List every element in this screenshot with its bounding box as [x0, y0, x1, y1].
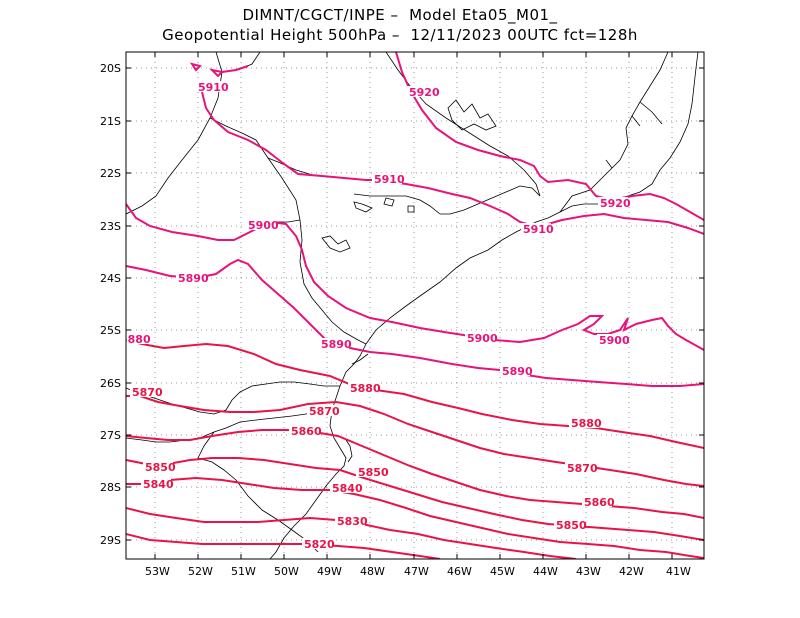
contour-label: 5910: [374, 173, 405, 186]
contour-label: 5840: [143, 478, 174, 491]
chart-title-line1: DIMNT/CGCT/INPE – Model Eta05_M01_: [242, 6, 558, 24]
lat-label: 21S: [100, 115, 121, 128]
longitude-labels: 53W 52W 51W 50W 49W 48W 47W 46W 45W 44W …: [145, 565, 691, 578]
lat-label: 28S: [100, 481, 121, 494]
contour-label: 5860: [584, 496, 615, 509]
lon-label: 41W: [666, 565, 691, 578]
contour-label: 5920: [600, 197, 631, 210]
contour-label: 5890: [178, 272, 209, 285]
contour-label: 5910: [523, 223, 554, 236]
lat-label: 25S: [100, 324, 121, 337]
contour-label: 5880: [571, 417, 602, 430]
contour-label: 5910: [198, 81, 229, 94]
contour-labels: 5910 5920 5910 5920 5910 5900 5890 5900 …: [120, 81, 631, 551]
contour-label: 5840: [332, 482, 363, 495]
lat-label: 20S: [100, 62, 121, 75]
contour-label: 5900: [599, 334, 630, 347]
contour-label: 5870: [132, 386, 163, 399]
contour-label: 5880: [350, 382, 381, 395]
contour-5840: [126, 476, 704, 559]
lat-label: 22S: [100, 167, 121, 180]
contour-5870: [126, 395, 704, 487]
axis-ticks: [126, 52, 704, 559]
map-frame: [125, 51, 705, 560]
contour-label: 5890: [502, 365, 533, 378]
contour-label: 5850: [358, 466, 389, 479]
lon-label: 42W: [619, 565, 644, 578]
contour-label: 5870: [567, 462, 598, 475]
lon-label: 44W: [533, 565, 558, 578]
contour-label: 5820: [304, 538, 335, 551]
contour-5920: [395, 52, 704, 221]
contour-5890: [126, 258, 704, 387]
contour-label: 5870: [309, 405, 340, 418]
contour-label: 5900: [467, 332, 498, 345]
contour-label: 5920: [409, 86, 440, 99]
lon-label: 45W: [490, 565, 515, 578]
graticule: [126, 52, 704, 559]
lat-label: 26S: [100, 377, 121, 390]
lon-label: 46W: [447, 565, 472, 578]
lon-label: 50W: [274, 565, 299, 578]
lat-label: 24S: [100, 272, 121, 285]
contour-5910-north: [221, 65, 249, 73]
contour-label: 5860: [291, 425, 322, 438]
contour-label: 5890: [321, 338, 352, 351]
lon-label: 48W: [360, 565, 385, 578]
contour-label: 5850: [145, 461, 176, 474]
contour-label: 5830: [337, 515, 368, 528]
geopotential-contours: [126, 52, 704, 559]
lat-label: 29S: [100, 534, 121, 547]
contour-5820: [126, 533, 441, 559]
contour-5910-north-dot: [189, 62, 202, 72]
contour-label: 5900: [248, 219, 279, 232]
contour-5910-north-dot2: [208, 68, 225, 78]
coastline-and-borders: [126, 52, 699, 559]
lon-label: 49W: [317, 565, 342, 578]
lon-label: 51W: [231, 565, 256, 578]
chart-title-line2: Geopotential Height 500hPa – 12/11/2023 …: [162, 26, 638, 44]
contour-label: 5850: [556, 519, 587, 532]
lat-label: 27S: [100, 429, 121, 442]
lat-label: 23S: [100, 220, 121, 233]
lon-label: 43W: [576, 565, 601, 578]
lon-label: 52W: [188, 565, 213, 578]
latitude-labels: 20S 21S 22S 23S 24S 25S 26S 27S 28S 29S: [100, 62, 121, 547]
contour-label: 5880: [120, 333, 151, 346]
contour-5850: [126, 457, 704, 541]
lon-label: 47W: [404, 565, 429, 578]
contour-5860: [126, 429, 704, 519]
contour-5880: [126, 339, 704, 449]
contour-5900: [126, 203, 704, 351]
contour-5910: [201, 91, 704, 235]
lon-label: 53W: [145, 565, 170, 578]
